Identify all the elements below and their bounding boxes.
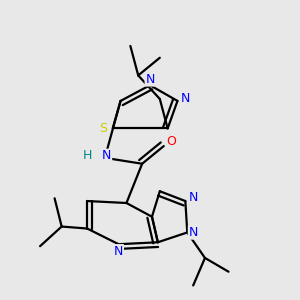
- Text: N: N: [114, 245, 123, 258]
- Text: O: O: [166, 135, 176, 148]
- Text: N: N: [181, 92, 190, 106]
- Text: H: H: [82, 149, 92, 162]
- Text: N: N: [145, 73, 155, 86]
- Text: N: N: [102, 149, 112, 162]
- Text: S: S: [99, 122, 107, 135]
- Text: N: N: [188, 191, 198, 204]
- Text: N: N: [188, 226, 198, 239]
